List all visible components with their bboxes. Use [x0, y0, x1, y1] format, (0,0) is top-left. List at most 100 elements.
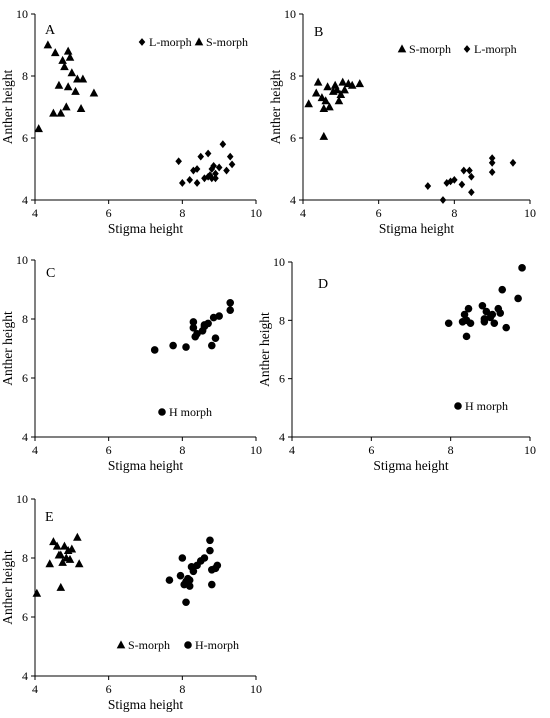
- y-axis-label: Anther height: [257, 312, 272, 387]
- data-point: [193, 165, 201, 173]
- data-point: [182, 598, 190, 607]
- legend-marker: [454, 402, 462, 410]
- x-tick-label: 10: [524, 443, 536, 457]
- series-l-morph: [424, 154, 517, 204]
- data-point: [204, 319, 212, 328]
- y-tick-label: 8: [22, 69, 28, 83]
- data-point: [189, 567, 198, 576]
- data-point: [212, 169, 219, 178]
- panel-c: 4 6 8 10 4 6 8 10 Stigma height Anther height C H m…: [0, 253, 262, 473]
- data-point: [189, 318, 198, 326]
- data-point: [169, 341, 177, 350]
- data-point: [62, 102, 71, 111]
- series-s-morph: [32, 532, 84, 597]
- data-point: [490, 319, 499, 328]
- y-tick-label: 10: [273, 255, 285, 269]
- data-point: [182, 343, 190, 351]
- y-tick-label: 6: [22, 131, 28, 145]
- data-point: [226, 152, 234, 161]
- data-point: [223, 166, 230, 175]
- data-point: [466, 319, 475, 328]
- x-tick-label: 4: [32, 206, 38, 220]
- data-point: [60, 62, 69, 71]
- data-point: [190, 166, 197, 175]
- data-point: [460, 166, 468, 175]
- data-point: [65, 52, 75, 61]
- data-point: [488, 310, 497, 319]
- data-point: [78, 74, 88, 83]
- data-point: [58, 55, 67, 64]
- data-point: [34, 124, 43, 133]
- y-tick-label: 10: [16, 7, 28, 21]
- data-point: [179, 179, 186, 187]
- legend-marker: [116, 640, 126, 649]
- y-tick-label: 8: [279, 313, 285, 327]
- data-point: [204, 149, 212, 158]
- data-point: [355, 79, 365, 88]
- data-point: [509, 158, 517, 167]
- data-point: [488, 168, 496, 176]
- data-point: [206, 171, 214, 180]
- y-tick-label: 4: [279, 430, 285, 444]
- data-point: [213, 561, 222, 570]
- data-point: [443, 179, 451, 187]
- y-tick-label: 10: [284, 7, 296, 21]
- panel-letter: E: [45, 510, 54, 525]
- legend-label: S-morph: [206, 35, 248, 49]
- data-point: [54, 80, 64, 89]
- data-point: [340, 85, 349, 94]
- data-point: [73, 532, 82, 541]
- data-point: [319, 131, 329, 140]
- y-tick-label: 8: [22, 551, 28, 565]
- data-point: [208, 341, 216, 350]
- data-point: [451, 175, 458, 184]
- y-tick-label: 10: [16, 492, 28, 506]
- panel-a: 4 6 8 10 4 6 8 10 Stigma height Anther height A L-m…: [0, 7, 262, 236]
- data-point: [336, 90, 346, 98]
- legend-marker: [138, 38, 146, 46]
- panel-letter: C: [46, 266, 55, 281]
- data-point: [317, 93, 327, 102]
- data-point: [43, 40, 53, 49]
- data-point: [219, 140, 227, 149]
- data-point: [480, 315, 489, 323]
- series-h-morph: [444, 264, 526, 341]
- data-point: [502, 323, 511, 332]
- data-point: [468, 188, 475, 197]
- data-point: [189, 324, 198, 332]
- data-point: [458, 180, 466, 189]
- x-tick-label: 4: [32, 682, 38, 696]
- x-axis-label: Stigma height: [108, 458, 184, 473]
- y-tick-label: 4: [22, 430, 28, 444]
- legend: H morph: [454, 399, 508, 413]
- data-point: [63, 46, 73, 55]
- data-point: [49, 108, 58, 117]
- data-point: [215, 163, 223, 172]
- legend: S-morph L-morph: [397, 42, 517, 56]
- data-point: [185, 576, 194, 584]
- x-tick-label: 8: [448, 443, 454, 457]
- data-point: [468, 172, 475, 181]
- data-point: [323, 82, 332, 91]
- data-point: [226, 298, 235, 307]
- data-point: [311, 88, 321, 97]
- data-point: [482, 307, 491, 316]
- legend-label: H morph: [465, 399, 508, 413]
- y-tick-label: 6: [22, 371, 28, 385]
- x-tick-label: 10: [250, 682, 262, 696]
- y-axis-label: Anther height: [0, 69, 15, 144]
- y-axis-label: Anther height: [268, 69, 283, 144]
- data-point: [215, 312, 223, 320]
- data-point: [150, 346, 159, 354]
- x-axis-label: Stigma height: [373, 458, 449, 473]
- x-tick-label: 6: [106, 443, 112, 457]
- data-point: [514, 294, 522, 303]
- data-point: [518, 264, 526, 272]
- data-point: [50, 48, 60, 57]
- data-point: [45, 559, 55, 568]
- y-tick-label: 8: [290, 69, 296, 83]
- x-tick-label: 8: [179, 443, 185, 457]
- data-point: [332, 85, 342, 94]
- y-tick-label: 6: [279, 372, 285, 386]
